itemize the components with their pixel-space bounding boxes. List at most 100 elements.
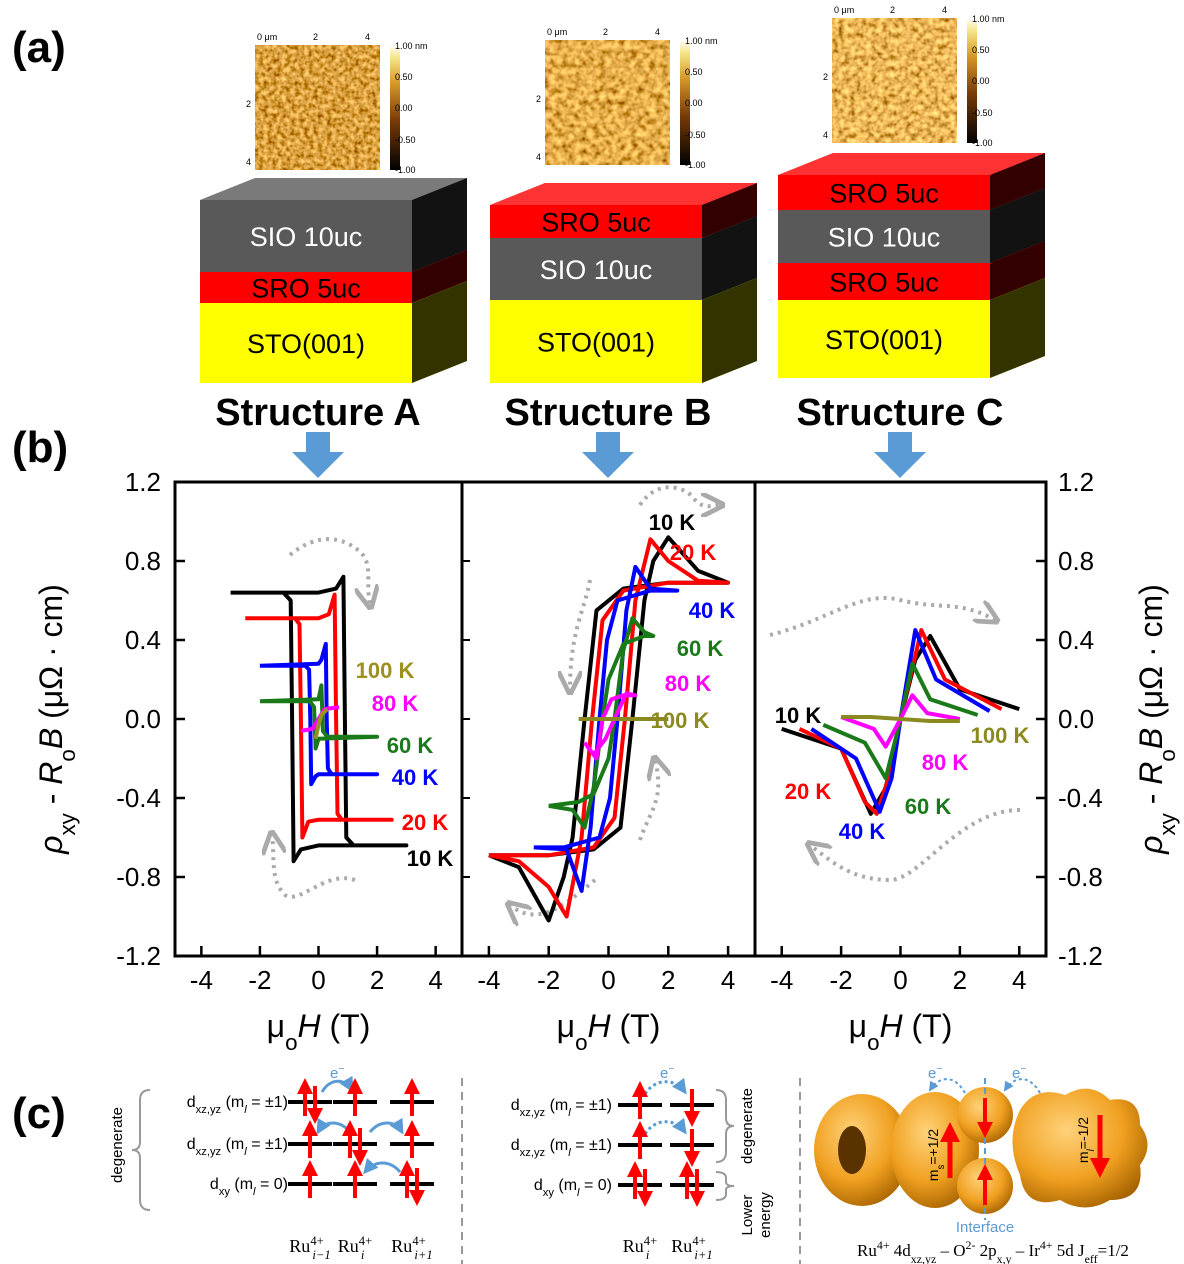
afm-scale-tick: -1.00 [685, 160, 706, 170]
text-part: xz,yz [520, 1107, 546, 1119]
afm-scale-tick: -1.00 [395, 165, 416, 175]
text-part: xy [219, 1186, 231, 1198]
x-tick-label: 2 [661, 965, 675, 995]
afm-x-tick: 2 [603, 27, 608, 37]
text-part: μ [557, 1008, 575, 1044]
text-part: − [338, 1063, 344, 1075]
x-tick-label: -4 [190, 965, 213, 995]
text-part: xy [543, 1187, 555, 1199]
text-part: eff [1085, 1252, 1098, 1264]
orbital-caption: Ru4+ 4dxz,yz – O2- 2px,y – Ir4+ 5d Jeff=… [857, 1238, 1129, 1264]
afm-scale-tick: 0.50 [395, 72, 413, 82]
text-part: H [880, 1008, 904, 1044]
layer-label: STO(001) [825, 325, 943, 355]
y-tick-label: 1.2 [1058, 467, 1094, 497]
text-part: e [330, 1065, 338, 1082]
series-label: 60 K [905, 794, 952, 819]
text-part: 4+ [1040, 1238, 1053, 1252]
series-label: 10 K [775, 703, 822, 728]
x-tick-label: 0 [311, 965, 325, 995]
y-tick-label: -0.4 [116, 783, 161, 813]
afm-x-tick: 4 [365, 32, 370, 42]
y-tick-label: 0.8 [1058, 546, 1094, 576]
x-axis-label: μoH (T) [557, 1008, 661, 1055]
afm-scale-tick: -0.50 [395, 135, 416, 145]
afm-y-tick: 2 [536, 94, 541, 104]
y-tick-label: 0.0 [1058, 704, 1094, 734]
text-part: i [646, 1248, 650, 1262]
afm-image [545, 40, 670, 165]
text-part: (m [545, 1137, 568, 1154]
text-part: B [1133, 728, 1169, 749]
text-part: Ru [289, 1236, 310, 1256]
site-label: Ru4+i+1 [391, 1234, 432, 1262]
text-part: (m [221, 1094, 244, 1111]
x-tick-label: 4 [721, 965, 735, 995]
series-label: 60 K [387, 733, 434, 758]
afm-x-tick: 2 [890, 5, 895, 15]
text-part: 4+ [412, 1234, 425, 1248]
text-part: m [925, 1170, 941, 1182]
text-part: i+1 [414, 1248, 432, 1262]
structure-title: Structure B [505, 392, 712, 434]
text-part: d [511, 1097, 520, 1114]
text-part: 4+ [310, 1234, 323, 1248]
text-part: (T) [611, 1008, 661, 1044]
afm-image [832, 18, 957, 143]
text-part: 4+ [359, 1234, 372, 1248]
x-tick-label: 4 [428, 965, 442, 995]
text-part: m [1075, 1151, 1091, 1163]
figure: (a)(b)(c)0 μm24241.00 nm0.500.00-0.50-1.… [0, 0, 1184, 1264]
x-tick-label: 4 [1012, 965, 1026, 995]
text-part: μ [849, 1008, 867, 1044]
afm-y-tick: 2 [823, 72, 828, 82]
level-label: dxz,yz (ml = ±1) [187, 1136, 288, 1158]
text-part: (T) [321, 1008, 371, 1044]
text-part: Ru [671, 1236, 692, 1256]
text-part: i−1 [312, 1248, 330, 1262]
series-label: 100 K [356, 658, 415, 683]
text-part: - [33, 785, 69, 813]
text-part: d [187, 1136, 196, 1153]
afm-y-tick: 4 [246, 157, 251, 167]
text-part: Ru [338, 1236, 359, 1256]
text-part: − [668, 1063, 674, 1075]
text-part: d [210, 1176, 219, 1193]
level-label: dxy (ml = 0) [534, 1177, 612, 1199]
level-label: dxy (ml = 0) [210, 1176, 288, 1198]
text-part: xz,yz [911, 1252, 936, 1264]
y-tick-label: -0.8 [1058, 862, 1103, 892]
text-part: xy [55, 812, 80, 835]
text-part: H [298, 1008, 322, 1044]
text-part: (m [230, 1176, 253, 1193]
text-part: o [1155, 749, 1180, 761]
afm-scale-tick: -1.00 [972, 138, 993, 148]
layer-label: SRO 5uc [829, 268, 939, 298]
text-part: Ru [857, 1241, 877, 1260]
y-tick-label: 0.4 [125, 625, 161, 655]
afm-y-tick: 4 [823, 130, 828, 140]
text-part: xz,yz [520, 1147, 546, 1159]
text-part: ρ [1133, 836, 1169, 855]
afm-scale-tick: 1.00 nm [972, 14, 1005, 24]
text-part: (μΩ · cm) [1133, 584, 1169, 728]
afm-scale-tick: 0.00 [685, 98, 703, 108]
text-part: o [575, 1030, 587, 1055]
hop-arrows [318, 1081, 685, 1172]
site-label: Ru4+i−1 [289, 1234, 330, 1262]
afm-scale-tick: 1.00 nm [395, 41, 428, 51]
y-tick-label: -0.4 [1058, 783, 1103, 813]
text-part: = ±1) [247, 1094, 288, 1111]
afm-scale-tick: -0.50 [972, 108, 993, 118]
x-tick-label: 0 [601, 965, 615, 995]
x-tick-label: -4 [477, 965, 500, 995]
layer-label: STO(001) [537, 328, 655, 358]
x-tick-label: 0 [893, 965, 907, 995]
electron-label: e− [1012, 1063, 1026, 1082]
text-part: =-1/2 [1075, 1117, 1091, 1150]
text-part: 4d [890, 1241, 912, 1260]
series-label: 20 K [670, 540, 717, 565]
text-part: o [55, 749, 80, 761]
afm-x-tick: 0 μm [257, 32, 277, 42]
text-part: 2p [975, 1241, 996, 1260]
